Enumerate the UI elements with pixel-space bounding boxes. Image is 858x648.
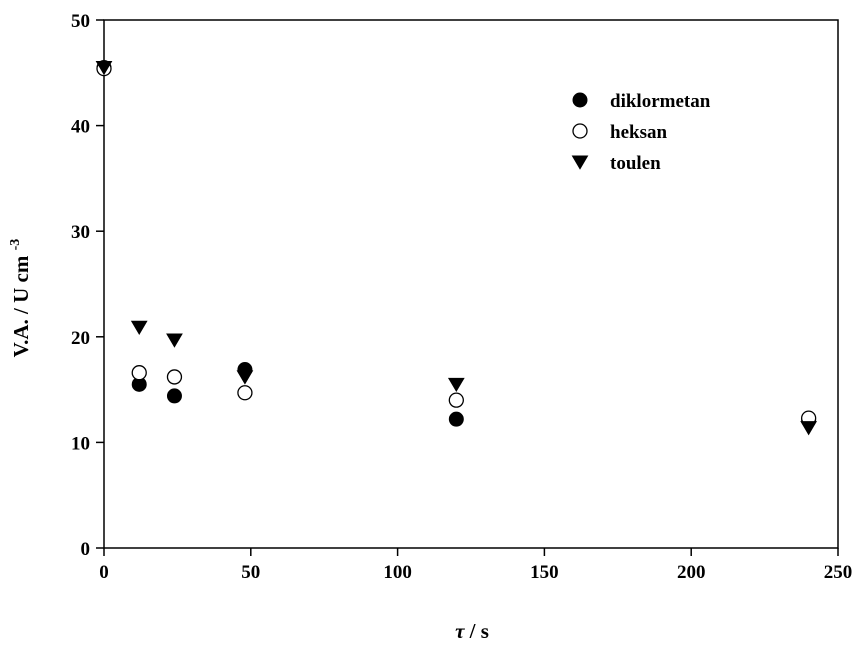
plot-frame bbox=[103, 19, 839, 549]
series-toulen bbox=[95, 61, 818, 436]
data-point-toulen bbox=[800, 421, 818, 436]
x-tick-label: 100 bbox=[383, 562, 412, 583]
y-tick-label: 0 bbox=[81, 539, 91, 560]
data-point-toulen bbox=[236, 370, 254, 385]
data-point-diklormetan bbox=[448, 411, 464, 427]
legend-item-toulen: toulen bbox=[571, 153, 661, 174]
x-tick-label: 150 bbox=[530, 562, 559, 583]
data-point-toulen bbox=[95, 61, 113, 76]
legend-marker-toulen bbox=[571, 155, 589, 170]
series-heksan bbox=[96, 60, 817, 426]
legend-marker-diklormetan bbox=[572, 92, 588, 108]
x-tick-label: 200 bbox=[677, 562, 706, 583]
legend: diklormetan heksan toulen bbox=[571, 91, 711, 174]
y-axis-title: V.A. / U cm -3 bbox=[8, 239, 33, 358]
x-tick-label: 250 bbox=[824, 562, 853, 583]
legend-label-toulen: toulen bbox=[610, 153, 661, 174]
legend-label-diklormetan: diklormetan bbox=[610, 91, 711, 112]
y-tick-label: 20 bbox=[71, 328, 90, 349]
y-tick-label: 50 bbox=[71, 11, 90, 32]
x-tick-label: 0 bbox=[99, 562, 109, 583]
tick-labels: 0 50 100 150 200 250 0 10 20 30 40 50 bbox=[71, 11, 852, 583]
series-diklormetan bbox=[96, 60, 817, 428]
tick-marks bbox=[96, 19, 839, 556]
data-point-toulen bbox=[166, 333, 183, 348]
data-point-diklormetan bbox=[166, 388, 182, 404]
legend-item-heksan: heksan bbox=[572, 122, 667, 143]
x-axis-symbol: τ bbox=[455, 619, 465, 643]
legend-marker-heksan bbox=[572, 123, 588, 139]
data-points bbox=[95, 60, 818, 436]
data-point-toulen bbox=[447, 377, 465, 393]
axes bbox=[103, 19, 839, 549]
x-axis-unit: / s bbox=[469, 619, 489, 643]
y-tick-label: 30 bbox=[71, 222, 90, 243]
legend-label-heksan: heksan bbox=[610, 122, 667, 143]
y-tick-label: 40 bbox=[71, 117, 90, 138]
data-point-heksan bbox=[131, 365, 147, 381]
y-axis-superscript: -3 bbox=[8, 239, 23, 251]
y-axis-label: V.A. / U cm bbox=[9, 255, 33, 357]
legend-item-diklormetan: diklormetan bbox=[572, 91, 711, 112]
data-point-heksan bbox=[166, 369, 183, 385]
x-tick-label: 50 bbox=[241, 562, 260, 583]
data-point-heksan bbox=[237, 385, 253, 401]
data-point-toulen bbox=[130, 320, 148, 336]
data-point-heksan bbox=[448, 392, 464, 408]
x-axis-title: τ / s bbox=[455, 619, 489, 643]
y-tick-label: 10 bbox=[71, 433, 90, 454]
